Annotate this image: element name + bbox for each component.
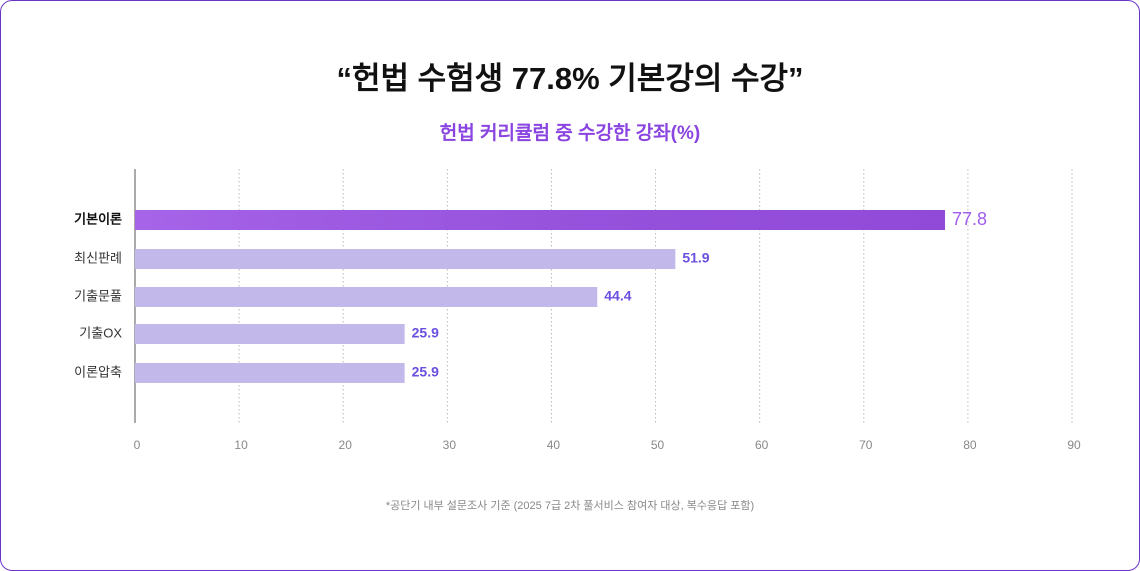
x-tick-label: 20 bbox=[339, 438, 353, 452]
chart-title: “헌법 수험생 77.8% 기본강의 수강” bbox=[336, 61, 803, 96]
value-label: 77.8 bbox=[952, 209, 987, 229]
x-tick-label: 40 bbox=[547, 438, 561, 452]
y-tick-label: 기출문풀 bbox=[74, 288, 122, 303]
bar-sheen bbox=[135, 210, 945, 230]
y-tick-label: 기출OX bbox=[79, 325, 122, 340]
y-tick-label: 기본이론 bbox=[74, 211, 122, 226]
bar bbox=[135, 363, 405, 383]
x-tick-label: 50 bbox=[651, 438, 665, 452]
value-label: 25.9 bbox=[412, 364, 439, 380]
x-tick-label: 70 bbox=[859, 438, 873, 452]
x-tick-label: 60 bbox=[755, 438, 769, 452]
x-tick-label: 0 bbox=[134, 438, 141, 452]
bar bbox=[135, 249, 676, 269]
footnote: *공단기 내부 설문조사 기준 (2025 7급 2차 풀서비스 참여자 대상,… bbox=[386, 499, 754, 512]
x-tick-label: 90 bbox=[1067, 438, 1081, 452]
value-label: 44.4 bbox=[604, 288, 631, 304]
y-tick-label: 이론압축 bbox=[74, 364, 122, 379]
x-tick-label: 30 bbox=[443, 438, 457, 452]
bar bbox=[135, 324, 405, 344]
bar bbox=[135, 287, 598, 307]
chart-subtitle: 헌법 커리큘럼 중 수강한 강좌(%) bbox=[440, 122, 700, 144]
y-tick-label: 최신판례 bbox=[74, 250, 122, 265]
value-label: 25.9 bbox=[412, 325, 439, 341]
x-tick-label: 80 bbox=[963, 438, 977, 452]
x-tick-label: 10 bbox=[234, 438, 248, 452]
value-label: 51.9 bbox=[682, 250, 709, 266]
